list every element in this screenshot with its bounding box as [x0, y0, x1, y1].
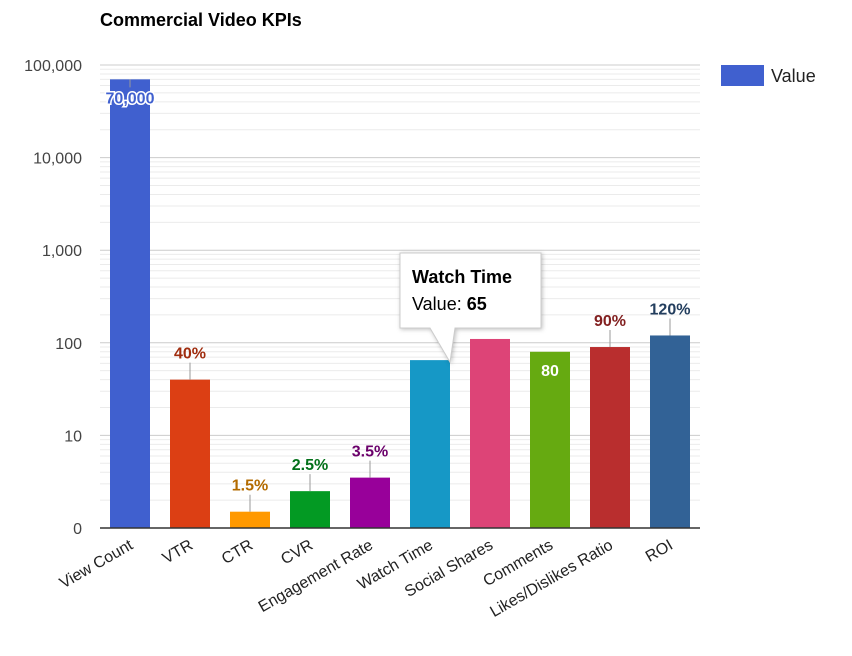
y-tick-label: 1,000 [42, 243, 82, 260]
x-tick-label: ROI [643, 537, 676, 566]
tooltip-box [399, 252, 542, 364]
bar [410, 360, 450, 528]
tooltip-title: Watch Time [412, 267, 512, 287]
bar [170, 379, 210, 528]
bar [350, 477, 390, 528]
x-tick-label: VTR [160, 537, 196, 568]
bar [290, 491, 330, 528]
data-label: 2.5% [292, 457, 328, 474]
x-tick-label: View Count [57, 536, 137, 592]
bar [530, 351, 570, 528]
data-labels: 70,000 40% 1.5% 2.5% 3.5% 80 90% 120% [104, 79, 691, 512]
bar [590, 347, 630, 528]
data-label: 1.5% [232, 478, 268, 495]
tooltip-value: 65 [467, 294, 487, 314]
tooltip: Watch Time Value: 65 [399, 252, 542, 364]
bars [110, 79, 690, 528]
data-label: 80 [541, 363, 559, 380]
data-label: 90% [594, 313, 626, 330]
legend-label: Value [771, 66, 816, 86]
bar [470, 338, 510, 528]
data-label: 120% [650, 301, 691, 318]
y-tick-label: 10 [64, 428, 82, 445]
y-tick-label: 100,000 [24, 58, 82, 75]
y-tick-label: 0 [73, 521, 82, 538]
y-tick-label: 10,000 [33, 151, 82, 168]
bar [110, 79, 150, 528]
x-tick-label: CTR [219, 537, 256, 568]
data-label: 3.5% [352, 444, 388, 461]
x-tick-label: CVR [278, 537, 316, 569]
data-label: 40% [174, 346, 206, 363]
bar [650, 335, 690, 528]
bar [230, 511, 270, 528]
legend-swatch [721, 65, 764, 86]
legend[interactable]: Value [721, 65, 816, 86]
data-label: 70,000 [106, 90, 155, 107]
tooltip-body: Value: 65 [412, 294, 487, 314]
tooltip-label: Value: [412, 294, 467, 314]
y-tick-label: 100 [55, 336, 82, 353]
chart-title: Commercial Video KPIs [100, 10, 302, 30]
